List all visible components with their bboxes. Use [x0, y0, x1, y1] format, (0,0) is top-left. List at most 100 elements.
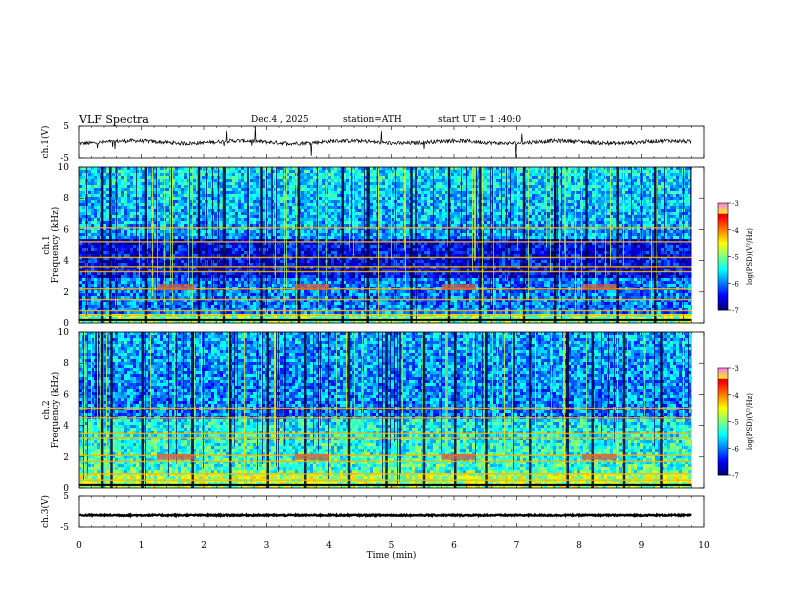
psd-cell	[571, 188, 574, 191]
psd-cell	[469, 221, 472, 224]
psd-cell	[379, 197, 382, 200]
psd-cell	[181, 218, 184, 221]
psd-cell	[202, 170, 205, 173]
psd-cell	[94, 197, 97, 200]
psd-cell	[139, 212, 142, 215]
psd-cell	[193, 197, 196, 200]
psd-cell	[685, 179, 688, 182]
psd-cell	[658, 176, 661, 179]
psd-cell	[136, 191, 139, 194]
psd-cell	[610, 200, 613, 203]
psd-cell	[544, 182, 547, 185]
psd-cell	[355, 170, 358, 173]
psd-cell	[226, 221, 229, 224]
psd-cell	[628, 218, 631, 221]
psd-cell	[178, 236, 181, 239]
psd-cell	[337, 194, 340, 197]
psd-cell	[292, 206, 295, 209]
psd-cell	[175, 191, 178, 194]
psd-cell	[370, 173, 373, 176]
psd-cell	[307, 194, 310, 197]
psd-cell	[688, 212, 691, 215]
psd-cell	[418, 179, 421, 182]
psd-cell	[226, 200, 229, 203]
psd-cell	[427, 233, 430, 236]
psd-cell	[103, 170, 106, 173]
psd-cell	[532, 236, 535, 239]
psd-cell	[658, 200, 661, 203]
psd-cell	[592, 230, 595, 233]
psd-cell	[268, 224, 271, 227]
psd-cell	[94, 200, 97, 203]
psd-cell	[289, 206, 292, 209]
psd-cell	[127, 215, 130, 218]
psd-cell	[337, 206, 340, 209]
psd-cell	[577, 176, 580, 179]
psd-cell	[658, 194, 661, 197]
psd-cell	[619, 230, 622, 233]
psd-cell	[595, 212, 598, 215]
psd-cell	[547, 233, 550, 236]
psd-cell	[148, 176, 151, 179]
psd-cell	[148, 182, 151, 185]
psd-cell	[442, 170, 445, 173]
psd-cell	[319, 179, 322, 182]
psd-cell	[364, 197, 367, 200]
psd-cell	[508, 233, 511, 236]
psd-cell	[445, 197, 448, 200]
psd-cell	[619, 200, 622, 203]
psd-cell	[637, 221, 640, 224]
psd-cell	[646, 188, 649, 191]
psd-cell	[430, 215, 433, 218]
psd-cell	[319, 218, 322, 221]
psd-cell	[568, 179, 571, 182]
psd-cell	[562, 236, 565, 239]
psd-cell	[688, 218, 691, 221]
psd-cell	[160, 203, 163, 206]
psd-cell	[97, 170, 100, 173]
psd-cell	[331, 170, 334, 173]
psd-cell	[643, 170, 646, 173]
psd-cell	[307, 206, 310, 209]
psd-cell	[199, 179, 202, 182]
psd-cell	[133, 173, 136, 176]
psd-cell	[457, 191, 460, 194]
psd-cell	[445, 209, 448, 212]
psd-cell	[277, 167, 280, 170]
psd-cell	[190, 218, 193, 221]
psd-cell	[520, 179, 523, 182]
psd-cell	[421, 197, 424, 200]
psd-cell	[334, 191, 337, 194]
psd-cell	[463, 224, 466, 227]
psd-cell	[418, 197, 421, 200]
psd-cell	[430, 221, 433, 224]
psd-cell	[583, 200, 586, 203]
psd-cell	[199, 203, 202, 206]
psd-cell	[88, 188, 91, 191]
psd-cell	[646, 185, 649, 188]
psd-cell	[436, 233, 439, 236]
psd-cell	[142, 179, 145, 182]
psd-cell	[235, 191, 238, 194]
psd-cell	[229, 230, 232, 233]
psd-cell	[256, 218, 259, 221]
psd-cell	[343, 236, 346, 239]
psd-cell	[601, 179, 604, 182]
psd-cell	[307, 185, 310, 188]
psd-cell	[544, 203, 547, 206]
psd-cell	[538, 209, 541, 212]
psd-cell	[484, 167, 487, 170]
psd-cell	[154, 182, 157, 185]
psd-cell	[307, 170, 310, 173]
psd-cell	[328, 176, 331, 179]
psd-cell	[130, 197, 133, 200]
psd-cell	[304, 179, 307, 182]
psd-cell	[97, 182, 100, 185]
psd-cell	[631, 197, 634, 200]
psd-cell	[106, 167, 109, 170]
psd-cell	[103, 212, 106, 215]
psd-cell	[286, 224, 289, 227]
psd-cell	[244, 176, 247, 179]
psd-cell	[118, 224, 121, 227]
psd-cell	[664, 224, 667, 227]
